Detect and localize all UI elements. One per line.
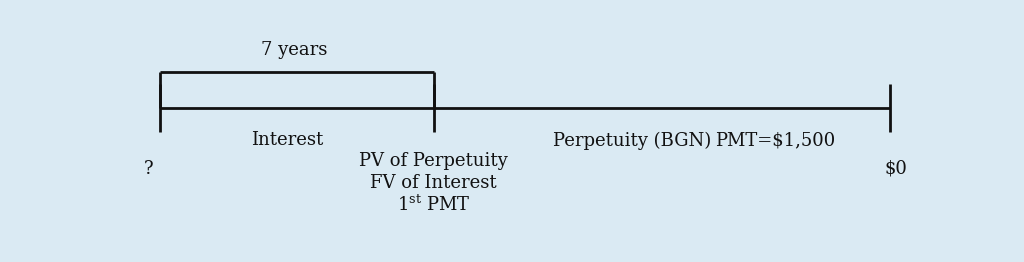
Text: Interest: Interest: [251, 131, 323, 149]
Text: PV of Perpetuity: PV of Perpetuity: [359, 151, 508, 170]
Text: FV of Interest: FV of Interest: [371, 174, 497, 192]
Text: ?: ?: [143, 160, 154, 178]
Text: 7 years: 7 years: [261, 41, 328, 59]
Text: $0: $0: [885, 160, 907, 178]
Text: Perpetuity (BGN): Perpetuity (BGN): [553, 131, 711, 150]
Text: PMT=$1,500: PMT=$1,500: [715, 131, 835, 149]
Text: 1$^{\mathregular{st}}$ PMT: 1$^{\mathregular{st}}$ PMT: [396, 195, 470, 215]
